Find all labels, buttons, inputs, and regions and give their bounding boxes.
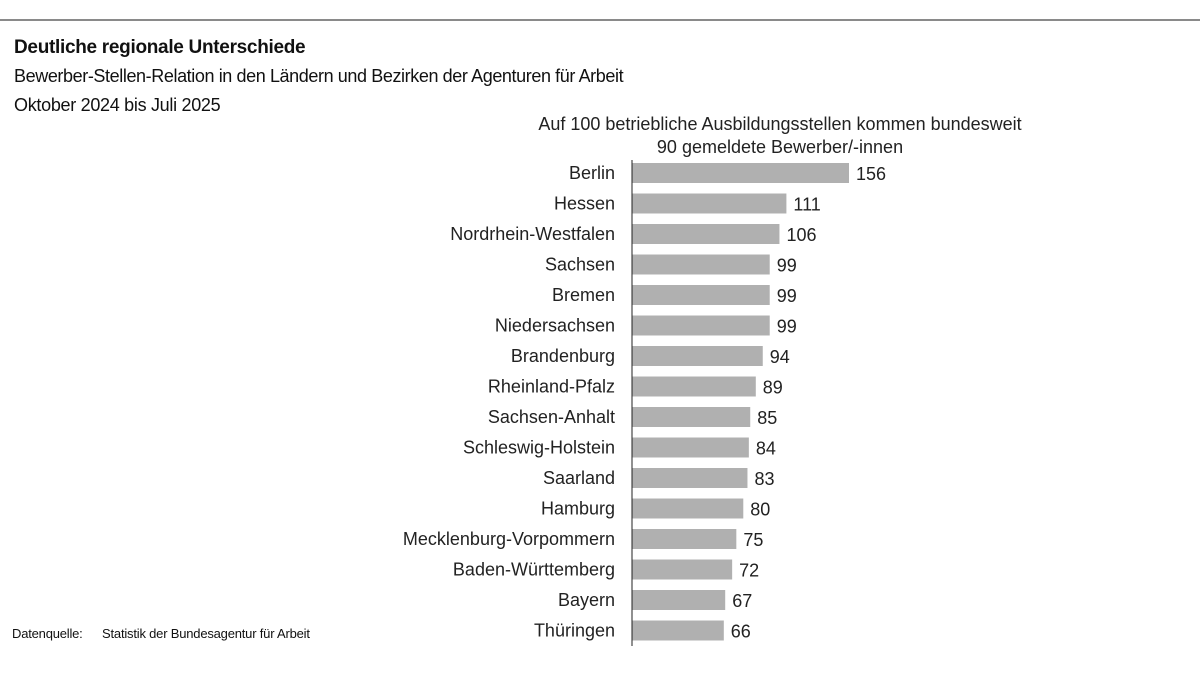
category-label: Berlin xyxy=(569,163,615,183)
category-label: Niedersachsen xyxy=(495,316,615,336)
bar xyxy=(632,346,763,366)
bar xyxy=(632,529,737,549)
data-label: 99 xyxy=(777,317,797,337)
data-label: 80 xyxy=(750,500,770,520)
bar xyxy=(632,376,756,397)
data-label: 66 xyxy=(731,622,751,642)
bar xyxy=(632,559,733,580)
category-label: Brandenburg xyxy=(511,346,615,366)
category-label: Bremen xyxy=(552,285,615,305)
data-label: 89 xyxy=(763,378,783,398)
category-label: Baden-Württemberg xyxy=(453,560,615,580)
bar xyxy=(632,468,748,488)
data-label: 94 xyxy=(770,347,790,367)
chart-period: Oktober 2024 bis Juli 2025 xyxy=(14,95,221,115)
source-label: Datenquelle: xyxy=(12,626,83,641)
bar xyxy=(632,193,787,214)
category-label: Hessen xyxy=(554,194,615,214)
category-label: Schleswig-Holstein xyxy=(463,438,615,458)
top-divider xyxy=(0,19,1200,21)
data-label: 156 xyxy=(856,164,886,184)
category-label: Sachsen-Anhalt xyxy=(488,407,615,427)
data-label: 106 xyxy=(786,225,816,245)
bar xyxy=(632,498,744,519)
data-label: 83 xyxy=(754,469,774,489)
data-label: 67 xyxy=(732,591,752,611)
chart-title: Deutliche regionale Unterschiede xyxy=(14,37,306,58)
bar xyxy=(632,620,724,641)
category-label: Sachsen xyxy=(545,255,615,275)
data-label: 75 xyxy=(743,530,763,550)
category-label: Nordrhein-Westfalen xyxy=(450,224,615,244)
bar xyxy=(632,254,770,275)
data-label: 99 xyxy=(777,286,797,306)
annotation-line-1: Auf 100 betriebliche Ausbildungsstellen … xyxy=(538,114,1022,134)
bar xyxy=(632,407,751,427)
bar xyxy=(632,437,749,458)
data-label: 84 xyxy=(756,439,776,459)
bar xyxy=(632,315,770,336)
category-label: Bayern xyxy=(558,590,615,610)
data-label: 111 xyxy=(793,195,820,215)
category-label: Mecklenburg-Vorpommern xyxy=(403,529,615,549)
bar xyxy=(632,590,726,610)
category-label: Saarland xyxy=(543,468,615,488)
source-text: Statistik der Bundesagentur für Arbeit xyxy=(102,626,310,641)
bar xyxy=(632,224,780,244)
data-source: Datenquelle: Statistik der Bundesagentur… xyxy=(12,626,310,641)
chart-subtitle: Bewerber-Stellen-Relation in den Ländern… xyxy=(14,66,624,86)
chart-annotation: Auf 100 betriebliche Ausbildungsstellen … xyxy=(500,113,1060,159)
bar xyxy=(632,163,849,183)
bar xyxy=(632,285,770,305)
annotation-line-2: 90 gemeldete Bewerber/-innen xyxy=(656,137,904,157)
data-label: 72 xyxy=(739,561,759,581)
category-label: Thüringen xyxy=(534,621,615,641)
category-label: Hamburg xyxy=(541,499,615,519)
data-label: 99 xyxy=(777,256,797,276)
category-label: Rheinland-Pfalz xyxy=(488,377,615,397)
data-label: 85 xyxy=(757,408,777,428)
